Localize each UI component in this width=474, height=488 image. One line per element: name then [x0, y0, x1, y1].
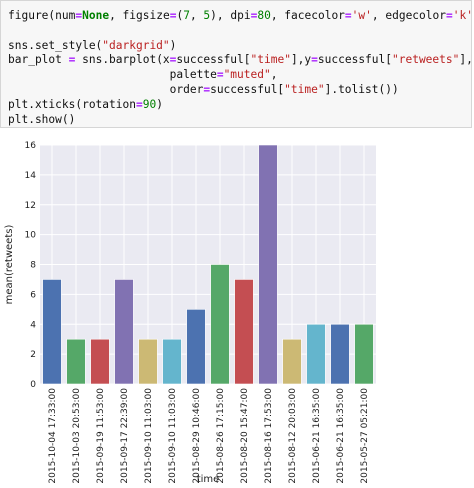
bar: [330, 323, 350, 385]
code-line: palette="muted",: [8, 68, 278, 82]
bar-chart: 0 2 4 6 8 10 12 14 16 2015-10-04 17:33:00 2015-10-…: [4, 141, 376, 485]
code-line: bar_plot = sns.barplot(x=successful["tim…: [8, 53, 473, 67]
y-axis-label: mean(retweets): [4, 225, 15, 305]
x-tick-label: 2015-08-20 15:47:00: [240, 388, 250, 484]
y-tick-label: 0: [30, 380, 36, 390]
x-tick-label: 2015-06-21 16:35:00: [336, 388, 346, 484]
code-line: sns.set_style("darkgrid"): [8, 38, 177, 52]
y-tick-label: 10: [25, 231, 37, 241]
x-tick-label: 2015-09-17 22:39:00: [120, 388, 130, 484]
code-text[interactable]: figure(num=None, figsize=(7, 5), dpi=80,…: [8, 9, 474, 127]
code-line: figure(num=None, figsize=(7, 5), dpi=80,…: [8, 9, 474, 22]
x-tick-label: 2015-08-12 20:03:00: [288, 388, 298, 484]
x-tick-label: 2015-10-04 17:33:00: [48, 388, 58, 484]
y-tick-label: 2: [30, 350, 36, 360]
bar: [258, 144, 278, 385]
x-tick-label: 2015-08-26 17:15:00: [216, 388, 226, 484]
code-line: order=successful["time"].tolist()): [8, 82, 399, 96]
bar: [90, 338, 110, 385]
code-line: plt.show(): [8, 112, 76, 126]
x-tick-label: 2015-08-16 17:53:00: [264, 388, 274, 484]
code-line: plt.xticks(rotation=90): [8, 97, 163, 111]
x-tick-label: 2015-09-19 11:53:00: [96, 388, 106, 484]
x-tick-label: 2015-05-27 05:21:00: [360, 388, 370, 484]
bar: [234, 279, 254, 385]
y-tick-label: 12: [25, 201, 36, 211]
x-axis-label: time: [197, 474, 220, 485]
y-tick-label: 4: [30, 320, 36, 330]
y-tick-label: 6: [30, 290, 36, 300]
x-tick-label: 2015-06-21 16:35:00: [312, 388, 322, 484]
bar: [42, 279, 62, 385]
y-tick-label: 14: [25, 171, 37, 181]
bar: [66, 338, 86, 385]
x-tick-label: 2015-10-03 20:53:00: [72, 388, 82, 484]
x-tick-label: 2015-09-10 11:03:00: [168, 388, 178, 484]
bar: [354, 323, 374, 385]
x-tick-label: 2015-09-10 11:03:00: [144, 388, 154, 484]
bar: [282, 338, 302, 385]
bar: [162, 338, 182, 385]
bar: [210, 264, 230, 385]
y-tick-label: 8: [30, 261, 36, 271]
y-tick-label: 16: [25, 141, 37, 151]
x-tick-label: 2015-08-29 10:46:00: [192, 388, 202, 484]
bar: [306, 323, 326, 385]
bar: [114, 279, 134, 385]
bar: [138, 338, 158, 385]
code-cell[interactable]: figure(num=None, figsize=(7, 5), dpi=80,…: [0, 0, 474, 128]
bar: [186, 309, 206, 385]
